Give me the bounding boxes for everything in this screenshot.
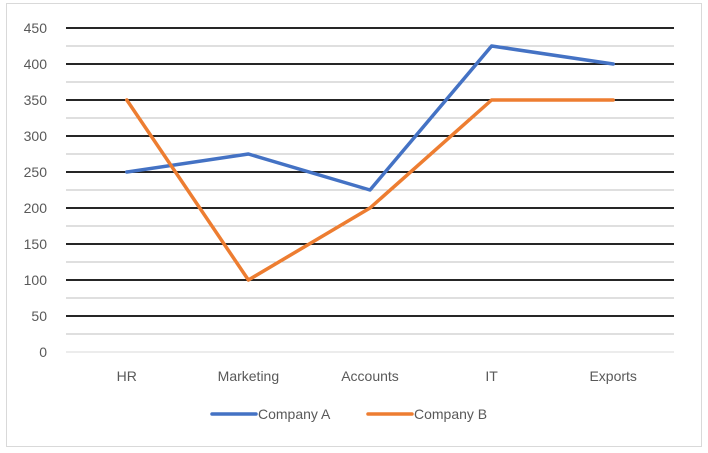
legend-label: Company B bbox=[414, 406, 487, 422]
data-point bbox=[246, 152, 250, 156]
y-tick-label: 400 bbox=[24, 56, 48, 72]
x-category-label: HR bbox=[117, 368, 137, 384]
legend-label: Company A bbox=[258, 406, 331, 422]
y-tick-label: 50 bbox=[31, 308, 47, 324]
y-tick-label: 450 bbox=[24, 20, 48, 36]
series-lines bbox=[125, 44, 615, 282]
y-tick-label: 0 bbox=[39, 344, 47, 360]
data-point bbox=[246, 278, 250, 282]
data-point bbox=[611, 62, 615, 66]
y-tick-label: 200 bbox=[24, 200, 48, 216]
x-category-label: IT bbox=[485, 368, 498, 384]
data-point bbox=[368, 188, 372, 192]
y-tick-label: 100 bbox=[24, 272, 48, 288]
x-category-label: Accounts bbox=[341, 368, 399, 384]
x-axis-category-labels: HR Marketing Accounts IT Exports bbox=[117, 368, 637, 384]
legend: Company A Company B bbox=[210, 406, 487, 422]
data-point bbox=[125, 98, 129, 102]
data-point bbox=[490, 98, 494, 102]
y-axis-tick-labels: 0 50 100 150 200 250 300 350 400 450 bbox=[24, 20, 48, 360]
y-tick-label: 250 bbox=[24, 164, 48, 180]
chart-frame bbox=[6, 3, 702, 447]
data-point bbox=[490, 44, 494, 48]
y-tick-label: 350 bbox=[24, 92, 48, 108]
data-point bbox=[611, 98, 615, 102]
data-point bbox=[368, 206, 372, 210]
y-tick-label: 150 bbox=[24, 236, 48, 252]
data-point bbox=[125, 170, 129, 174]
x-category-label: Marketing bbox=[218, 368, 279, 384]
y-tick-label: 300 bbox=[24, 128, 48, 144]
x-category-label: Exports bbox=[589, 368, 636, 384]
